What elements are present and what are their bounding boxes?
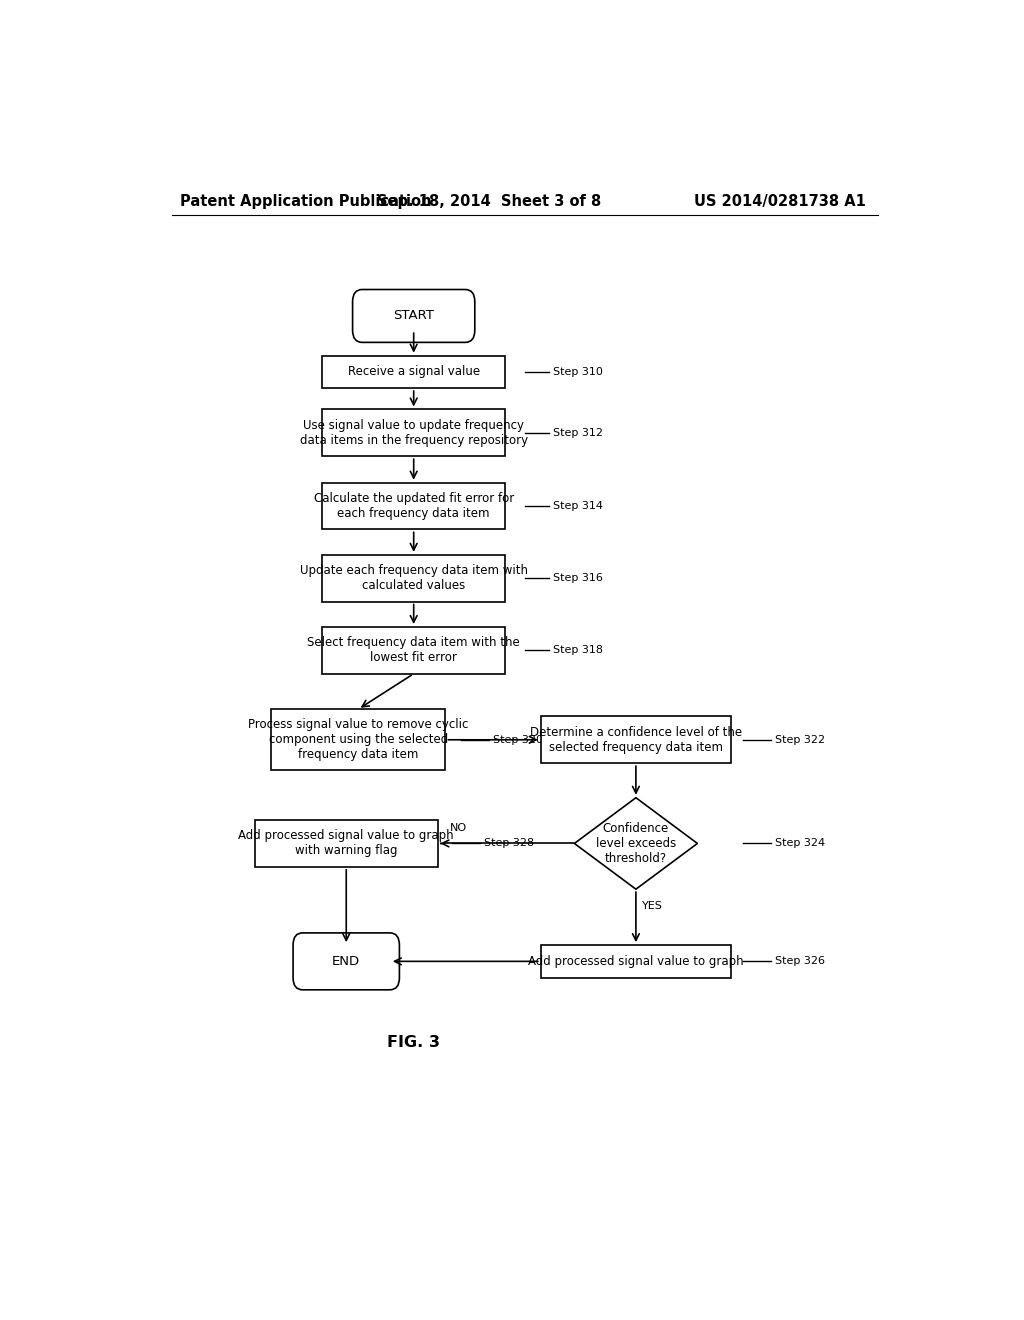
Text: Update each frequency data item with
calculated values: Update each frequency data item with cal…	[300, 564, 527, 593]
Text: US 2014/0281738 A1: US 2014/0281738 A1	[694, 194, 866, 209]
Text: END: END	[332, 954, 360, 968]
Text: Step 326: Step 326	[775, 957, 824, 966]
FancyBboxPatch shape	[270, 709, 445, 771]
Text: Step 314: Step 314	[553, 502, 602, 511]
Polygon shape	[574, 797, 697, 890]
FancyBboxPatch shape	[541, 717, 731, 763]
Text: Use signal value to update frequency
data items in the frequency repository: Use signal value to update frequency dat…	[300, 418, 527, 447]
FancyBboxPatch shape	[323, 483, 505, 529]
FancyBboxPatch shape	[255, 820, 437, 867]
Text: Calculate the updated fit error for
each frequency data item: Calculate the updated fit error for each…	[313, 492, 514, 520]
Text: Sep. 18, 2014  Sheet 3 of 8: Sep. 18, 2014 Sheet 3 of 8	[377, 194, 601, 209]
FancyBboxPatch shape	[323, 355, 505, 388]
Text: START: START	[393, 309, 434, 322]
Text: Patent Application Publication: Patent Application Publication	[179, 194, 431, 209]
FancyBboxPatch shape	[323, 627, 505, 673]
Text: Step 316: Step 316	[553, 573, 602, 583]
FancyBboxPatch shape	[352, 289, 475, 342]
Text: Step 310: Step 310	[553, 367, 602, 376]
FancyBboxPatch shape	[323, 409, 505, 457]
FancyBboxPatch shape	[541, 945, 731, 978]
Text: Receive a signal value: Receive a signal value	[347, 366, 480, 379]
Text: Add processed signal value to graph
with warning flag: Add processed signal value to graph with…	[239, 829, 454, 858]
Text: Add processed signal value to graph: Add processed signal value to graph	[528, 954, 743, 968]
Text: Step 318: Step 318	[553, 645, 602, 655]
Text: Determine a confidence level of the
selected frequency data item: Determine a confidence level of the sele…	[529, 726, 742, 754]
Text: Step 328: Step 328	[483, 838, 534, 849]
FancyBboxPatch shape	[323, 554, 505, 602]
Text: Select frequency data item with the
lowest fit error: Select frequency data item with the lowe…	[307, 636, 520, 664]
Text: Confidence
level exceeds
threshold?: Confidence level exceeds threshold?	[596, 822, 676, 865]
Text: Step 324: Step 324	[775, 838, 825, 849]
Text: Step 322: Step 322	[775, 735, 825, 744]
Text: Step 320: Step 320	[494, 735, 543, 744]
FancyBboxPatch shape	[293, 933, 399, 990]
Text: YES: YES	[642, 902, 664, 911]
Text: NO: NO	[450, 824, 467, 833]
Text: Process signal value to remove cyclic
component using the selected
frequency dat: Process signal value to remove cyclic co…	[248, 718, 468, 762]
Text: FIG. 3: FIG. 3	[387, 1035, 440, 1051]
Text: Step 312: Step 312	[553, 428, 602, 438]
